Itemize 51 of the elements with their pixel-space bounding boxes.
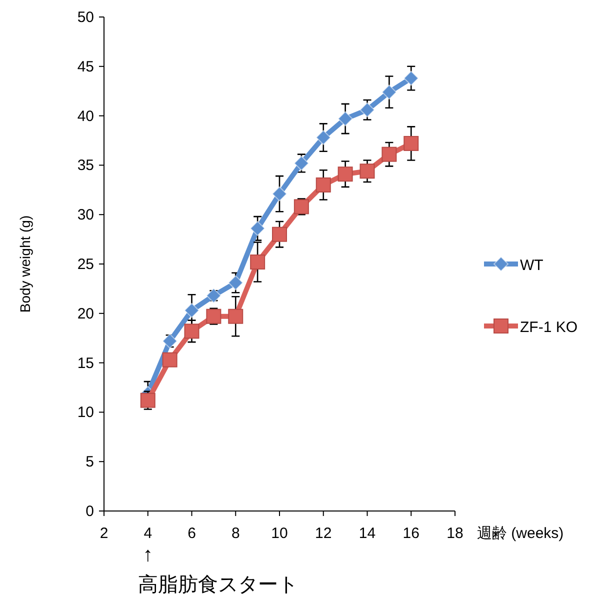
y-tick-label: 10 bbox=[77, 404, 94, 422]
point bbox=[404, 136, 419, 151]
y-tick-label: 20 bbox=[77, 305, 94, 322]
point bbox=[316, 177, 331, 192]
point bbox=[338, 111, 353, 126]
y-tick-label: 45 bbox=[77, 58, 94, 76]
x-tick-label: 8 bbox=[231, 525, 240, 542]
x-tick-label: 2 bbox=[100, 525, 108, 542]
point bbox=[184, 302, 200, 318]
point bbox=[382, 146, 397, 162]
y-tick-label: 5 bbox=[86, 454, 94, 471]
y-axis-title: Body weight (g) bbox=[17, 215, 33, 313]
text: ↑ bbox=[142, 544, 153, 566]
point bbox=[360, 164, 375, 179]
point bbox=[162, 352, 178, 368]
legend-label: WT bbox=[520, 257, 544, 274]
point bbox=[360, 102, 375, 118]
point bbox=[140, 392, 156, 408]
x-tick-label: 16 bbox=[402, 525, 420, 542]
point bbox=[206, 288, 222, 304]
x-tick-label: 12 bbox=[315, 525, 332, 542]
point bbox=[382, 84, 397, 100]
x-tick-label: 6 bbox=[188, 525, 196, 542]
point bbox=[294, 199, 309, 214]
y-tick-label: 25 bbox=[77, 256, 94, 273]
y-tick-label: 0 bbox=[86, 503, 94, 520]
x-tick-label: 18 bbox=[446, 525, 464, 542]
point bbox=[250, 254, 266, 270]
y-tick-label: 40 bbox=[77, 108, 94, 125]
point bbox=[272, 226, 287, 242]
x-axis-title: 週齢 (weeks) bbox=[477, 525, 564, 542]
point bbox=[228, 275, 244, 290]
point bbox=[162, 334, 178, 349]
y-tick-label: 50 bbox=[77, 9, 94, 26]
y-tick-label: 35 bbox=[77, 157, 94, 174]
point bbox=[338, 166, 353, 182]
x-tick-label: 10 bbox=[271, 525, 288, 542]
point bbox=[294, 156, 309, 171]
point bbox=[206, 308, 222, 324]
x-tick-label: 4 bbox=[144, 525, 152, 542]
y-tick-label: 30 bbox=[77, 206, 94, 224]
point bbox=[250, 220, 266, 236]
legend-label: ZF-1 KO bbox=[520, 319, 578, 336]
point bbox=[272, 186, 287, 202]
point bbox=[184, 324, 200, 339]
point bbox=[316, 130, 331, 146]
point bbox=[228, 308, 244, 324]
text: 高脂肪食スタート bbox=[138, 573, 298, 596]
point bbox=[404, 70, 419, 86]
x-tick-label: 14 bbox=[358, 525, 376, 542]
y-tick-label: 15 bbox=[77, 354, 94, 372]
